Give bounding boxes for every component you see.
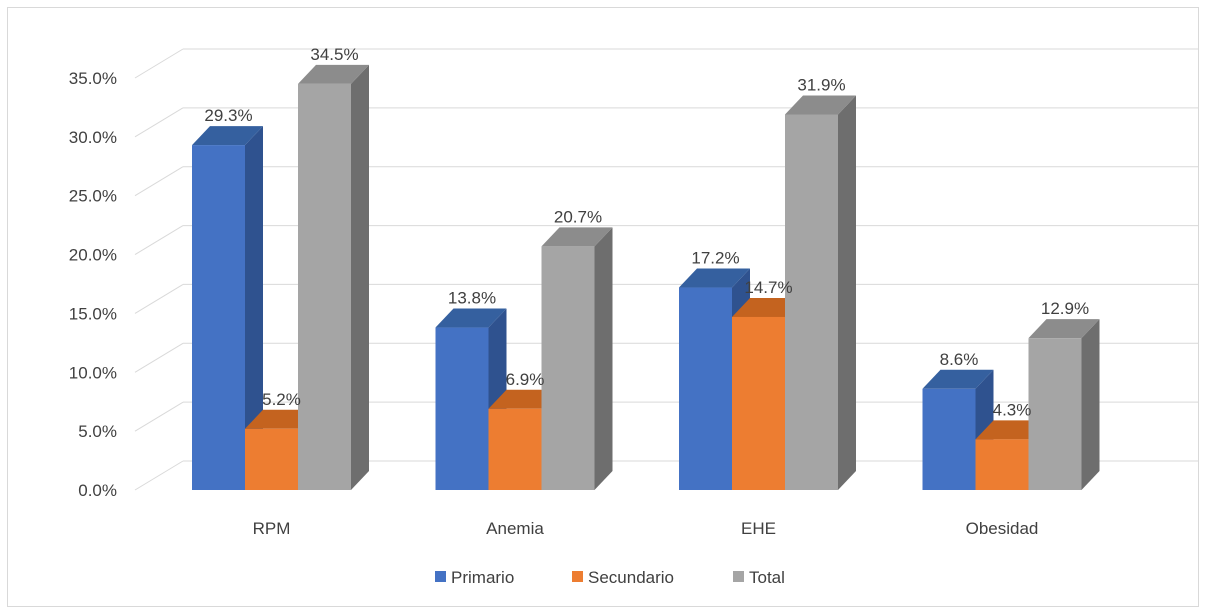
y-tick-label: 5.0% xyxy=(78,422,117,441)
data-label: 20.7% xyxy=(554,207,602,226)
data-label: 8.6% xyxy=(940,350,979,369)
gridline-diagonal xyxy=(134,107,184,138)
gridline-diagonal xyxy=(134,401,184,432)
data-label: 29.3% xyxy=(204,106,252,125)
x-tick-label: Obesidad xyxy=(966,519,1039,538)
x-tick-label: RPM xyxy=(253,519,291,538)
data-label: 13.8% xyxy=(448,289,496,308)
data-label: 31.9% xyxy=(797,75,845,94)
data-label: 4.3% xyxy=(993,400,1032,419)
gridline-diagonal xyxy=(134,342,184,373)
legend-label: Primario xyxy=(451,568,514,587)
legend-swatch xyxy=(572,571,583,582)
legend-item-total: Total xyxy=(733,568,785,587)
bar-side xyxy=(838,95,856,491)
y-tick-label: 35.0% xyxy=(69,69,117,88)
bar-total-anemia xyxy=(541,227,613,491)
gridline-diagonal xyxy=(134,225,184,255)
legend: Primario Secundario Total xyxy=(435,568,785,587)
x-tick-label: Anemia xyxy=(486,519,544,538)
data-label: 5.2% xyxy=(262,390,301,409)
bar-side xyxy=(594,227,613,491)
y-tick-label: 25.0% xyxy=(69,187,117,206)
data-label: 34.5% xyxy=(310,45,358,64)
bars xyxy=(192,64,1100,491)
legend-swatch xyxy=(435,571,446,582)
data-label: 17.2% xyxy=(691,249,739,268)
data-label: 12.9% xyxy=(1041,299,1089,318)
bar-top xyxy=(679,268,750,288)
y-axis: 0.0% 5.0% 10.0% 15.0% 20.0% 25.0% 30.0% 35.0% xyxy=(69,69,117,500)
bar-front xyxy=(488,408,542,490)
bar-front xyxy=(1028,338,1082,490)
bar-front xyxy=(679,287,732,490)
bar-top xyxy=(1028,319,1100,339)
x-tick-label: EHE xyxy=(741,519,776,538)
bar-front xyxy=(192,145,245,490)
bar-primario-rpm xyxy=(192,126,263,491)
bar-front xyxy=(245,428,298,490)
data-labels: 29.3% 5.2% 34.5% 13.8% 6.9% 20.7% 17.2% 14.7% 31… xyxy=(204,45,1089,419)
bar-front xyxy=(785,114,838,491)
bar-front xyxy=(298,83,351,490)
y-tick-label: 15.0% xyxy=(69,304,117,323)
y-tick-label: 20.0% xyxy=(69,246,117,265)
bar-side xyxy=(1081,319,1100,490)
gridline-diagonal xyxy=(134,460,184,491)
data-label: 14.7% xyxy=(744,278,792,297)
gridline-diagonal xyxy=(134,48,184,79)
bar-total-ehe xyxy=(785,95,856,491)
bar-top xyxy=(435,308,507,328)
legend-label: Secundario xyxy=(588,568,674,587)
legend-label: Total xyxy=(749,568,785,587)
bar-front xyxy=(975,439,1029,490)
bar-front xyxy=(435,327,489,490)
bar-front xyxy=(732,316,785,490)
bar-top xyxy=(541,227,613,247)
data-label: 6.9% xyxy=(506,370,545,389)
y-tick-label: 0.0% xyxy=(78,481,117,500)
gridline-diagonal xyxy=(134,166,184,197)
legend-swatch xyxy=(733,571,744,582)
x-axis: RPM Anemia EHE Obesidad xyxy=(253,519,1039,538)
bar-side xyxy=(245,126,263,491)
legend-item-primario: Primario xyxy=(435,568,514,587)
y-tick-label: 10.0% xyxy=(69,363,117,382)
y-tick-label: 30.0% xyxy=(69,128,117,147)
bar-top xyxy=(298,64,369,84)
bar-top xyxy=(785,95,856,115)
legend-item-secundario: Secundario xyxy=(572,568,674,587)
bar-front xyxy=(922,388,976,490)
bar-total-rpm xyxy=(298,64,369,490)
bar-total-obesidad xyxy=(1028,319,1100,490)
bar-front xyxy=(541,246,595,490)
bar-top xyxy=(922,369,994,389)
gridline-diagonal xyxy=(134,284,184,314)
bar-top xyxy=(192,126,263,146)
bar-side xyxy=(351,64,369,490)
